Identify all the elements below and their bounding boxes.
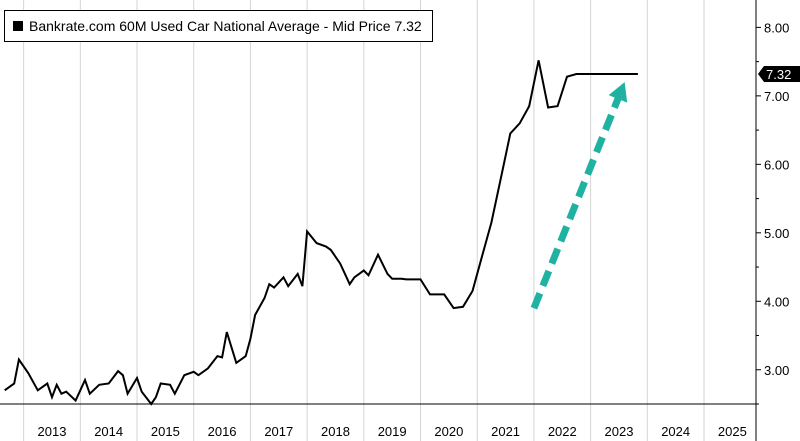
y-tick-label: 6.00 [764,157,789,172]
y-tick-label: 3.00 [764,363,789,378]
x-tick-label: 2016 [208,424,237,439]
last-value-label: 7.32 [766,67,791,82]
x-tick-label: 2023 [605,424,634,439]
x-tick-label: 2022 [548,424,577,439]
x-tick-label: 2020 [434,424,463,439]
y-tick-label: 8.00 [764,20,789,35]
x-tick-label: 2015 [151,424,180,439]
y-tick-label: 5.00 [764,226,789,241]
x-tick-label: 2018 [321,424,350,439]
series-line [4,60,638,406]
y-tick-label: 7.00 [764,89,789,104]
x-tick-label: 2014 [94,424,123,439]
trend-arrow-head [608,82,628,103]
x-tick-label: 2013 [38,424,67,439]
x-tick-label: 2019 [378,424,407,439]
last-value-marker [758,65,800,82]
legend-swatch [13,21,23,31]
trend-arrow-shaft [530,94,623,310]
legend: Bankrate.com 60M Used Car National Avera… [4,10,433,42]
x-tick-label: 2025 [718,424,747,439]
x-tick-label: 2021 [491,424,520,439]
legend-label: Bankrate.com 60M Used Car National Avera… [29,18,422,34]
x-tick-label: 2017 [264,424,293,439]
x-tick-label: 2024 [661,424,690,439]
y-tick-label: 4.00 [764,294,789,309]
